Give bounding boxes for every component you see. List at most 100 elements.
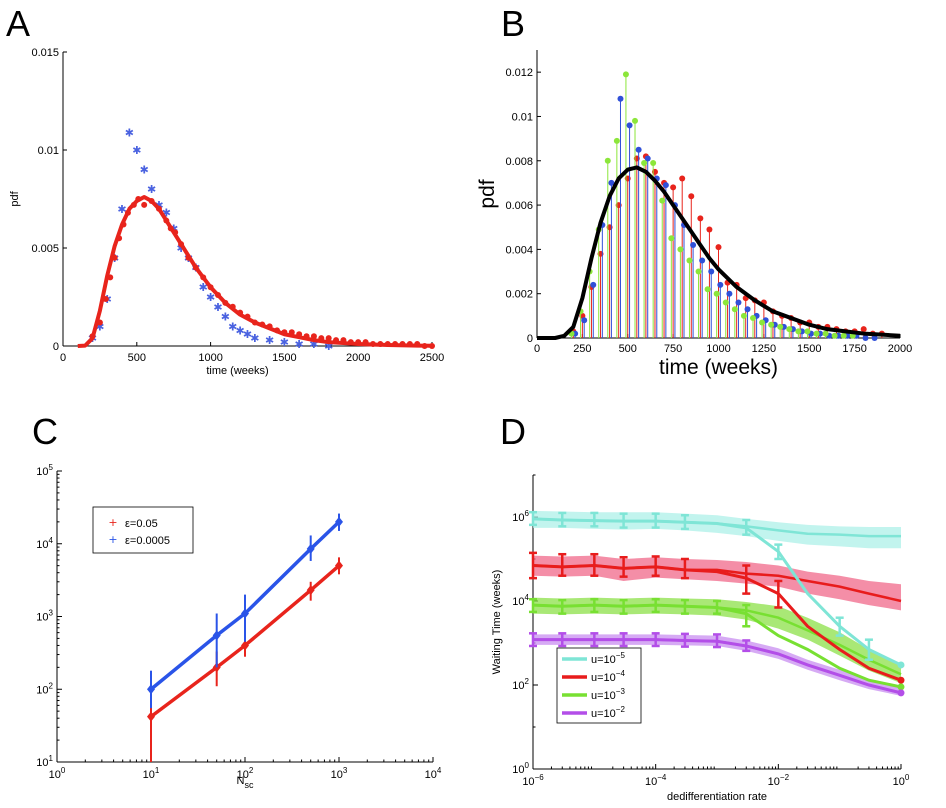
a-x-tick-label: 1000	[198, 352, 222, 364]
d-y-tick-label: 100	[512, 761, 529, 776]
a-y-tick-label: 0.01	[38, 145, 59, 157]
a-red-point	[125, 210, 131, 216]
b-y-tick-label: 0.006	[505, 200, 533, 212]
c-x-tick-label: 101	[143, 766, 160, 781]
b-stem-marker	[650, 160, 656, 166]
a-red-point	[252, 319, 258, 325]
b-stem-marker	[795, 328, 801, 334]
b-stem-marker	[670, 184, 676, 190]
b-stem-marker	[679, 175, 685, 181]
a-red-point	[131, 202, 137, 208]
b-stem-marker	[668, 235, 674, 241]
a-red-point	[311, 333, 317, 339]
b-stem-marker	[759, 319, 765, 325]
b-stem-marker	[690, 242, 696, 248]
a-red-point	[274, 327, 280, 333]
a-x-tick-label: 2500	[420, 352, 444, 364]
b-stem-marker	[732, 306, 738, 312]
a-red-point	[90, 333, 96, 339]
a-x-axis-label: time (weeks)	[206, 365, 268, 377]
a-red-point	[407, 341, 413, 347]
b-y-tick-label: 0.01	[512, 111, 533, 123]
a-blue-point: ✱	[132, 144, 141, 157]
b-stem-marker	[714, 291, 720, 297]
b-stem-marker	[841, 333, 847, 339]
a-red-point	[370, 341, 376, 347]
a-blue-point: ✱	[295, 338, 304, 351]
b-stem-marker	[688, 193, 694, 199]
b-stem-marker	[768, 322, 774, 328]
a-red-point	[121, 221, 127, 227]
b-y-tick-label: 0.004	[505, 244, 533, 256]
panel-letter-c: C	[32, 411, 58, 452]
b-x-tick-label: 1500	[797, 343, 821, 355]
a-red-point	[355, 339, 361, 345]
b-x-tick-label: 2000	[888, 343, 912, 355]
a-red-point	[422, 343, 428, 349]
b-stem-marker	[832, 333, 838, 339]
a-red-point	[163, 218, 169, 224]
b-stem-marker	[705, 286, 711, 292]
a-red-point	[208, 284, 214, 290]
d-y-tick-label: 102	[512, 677, 529, 692]
a-blue-point: ✱	[125, 126, 134, 139]
b-stem-marker	[861, 326, 867, 332]
a-red-point	[97, 319, 103, 325]
a-red-point	[141, 202, 147, 208]
c-x-tick-label: 100	[49, 766, 66, 781]
a-red-point	[149, 198, 155, 204]
b-stem-marker	[632, 118, 638, 124]
panel-b: 0 250 500 750 1000 1250 1500 1750 2000 0 0.002 0.00…	[476, 50, 912, 379]
a-red-point	[107, 274, 113, 280]
a-red-point	[112, 255, 118, 261]
b-stem-marker	[706, 226, 712, 232]
b-stem-marker	[581, 317, 587, 323]
d-series-end-marker	[898, 689, 905, 696]
b-stem-marker	[659, 198, 665, 204]
b-stem-marker	[696, 269, 702, 275]
a-red-point	[414, 341, 420, 347]
b-y-tick-label: 0.002	[505, 289, 533, 301]
a-red-point	[185, 255, 191, 261]
a-red-point	[267, 323, 273, 329]
b-x-tick-label: 750	[664, 343, 682, 355]
b-y-tick-label: 0.012	[505, 67, 533, 79]
d-x-tick-label: 100	[893, 773, 910, 788]
a-blue-point: ✱	[265, 334, 274, 347]
b-stem-marker	[804, 328, 810, 334]
b-stem-marker	[590, 282, 596, 288]
b-stem-marker	[697, 215, 703, 221]
a-y-axis-label: pdf	[9, 190, 21, 206]
c-legend-marker: +	[108, 533, 117, 546]
b-x-tick-label: 1250	[752, 343, 776, 355]
a-x-tick-label: 0	[60, 352, 66, 364]
d-x-tick-label: 10−2	[768, 773, 790, 788]
b-stem-marker	[627, 122, 633, 128]
a-red-point	[116, 235, 122, 241]
a-blue-point: ✱	[147, 183, 156, 196]
a-red-point	[245, 314, 251, 320]
a-red-point	[178, 241, 184, 247]
b-stem-marker	[636, 147, 642, 153]
c-legend: + ε=0.05+ ε=0.0005	[93, 507, 193, 553]
a-red-point	[340, 337, 346, 343]
a-red-point	[281, 329, 287, 335]
a-blue-point: ✱	[140, 164, 149, 177]
b-x-axis-label: time (weeks)	[659, 356, 778, 379]
a-red-point	[363, 339, 369, 345]
b-x-tick-label: 1750	[842, 343, 866, 355]
c-y-tick-label: 103	[36, 609, 53, 624]
a-blue-point: ✱	[250, 332, 259, 345]
panel-letter-d: D	[500, 411, 526, 452]
b-stem-marker	[723, 300, 729, 306]
d-series-end-marker	[898, 661, 905, 668]
a-red-point	[193, 265, 199, 271]
b-stem-marker	[617, 96, 623, 102]
b-stem-marker	[741, 313, 747, 319]
b-x-tick-label: 0	[534, 343, 540, 355]
b-stem-marker	[641, 160, 647, 166]
b-stem-marker	[863, 335, 869, 341]
panel-d: 10−6 10−4 10−2 100100102104106dedifferentia…	[491, 475, 910, 803]
a-y-tick-label: 0	[53, 341, 59, 353]
a-red-point	[429, 343, 435, 349]
